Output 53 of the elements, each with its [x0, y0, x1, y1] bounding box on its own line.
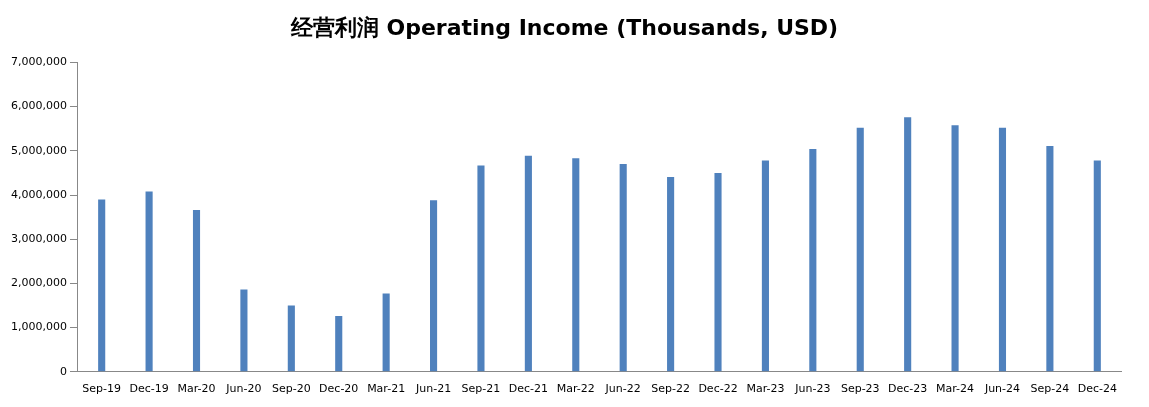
x-tick-label: Jun-24	[983, 382, 1021, 396]
y-tick-label: 5,000,000	[11, 143, 67, 157]
bar	[904, 117, 912, 372]
y-tick-label: 6,000,000	[11, 99, 67, 113]
bar	[145, 191, 153, 372]
x-tick-label: Dec-24	[1077, 382, 1117, 396]
x-tick-label: Mar-20	[177, 382, 216, 396]
x-tick-label: Mar-21	[367, 382, 406, 396]
x-tick-label: Dec-23	[888, 382, 928, 396]
y-tick-label: 4,000,000	[11, 187, 67, 201]
y-tick-label: 7,000,000	[11, 55, 67, 69]
x-tick-label: Jun-21	[414, 382, 452, 396]
bar	[667, 176, 675, 372]
bar	[98, 199, 106, 372]
x-tick-label: Sep-23	[840, 382, 880, 396]
x-tick-label: Mar-23	[746, 382, 785, 396]
x-tick-label: Sep-22	[651, 382, 690, 396]
bar	[382, 293, 390, 372]
bar	[619, 164, 627, 372]
x-tick-label: Mar-22	[556, 382, 595, 396]
x-tick-label: Jun-22	[604, 382, 641, 396]
x-tick-label: Sep-20	[271, 382, 311, 396]
x-tick-label: Jun-20	[225, 382, 262, 396]
y-tick-label: 3,000,000	[11, 232, 67, 246]
x-tick-label: Dec-19	[129, 382, 169, 396]
y-tick-label: 2,000,000	[11, 276, 67, 290]
bar	[430, 200, 438, 372]
x-tick-label: Sep-21	[461, 382, 501, 396]
y-tick-label: 1,000,000	[11, 320, 67, 334]
x-tick-label: Dec-21	[508, 382, 549, 396]
bar	[1046, 145, 1054, 372]
bar	[809, 149, 817, 372]
x-tick-label: Jun-23	[794, 382, 831, 396]
x-tick-label: Dec-22	[698, 382, 738, 396]
y-tick-label: 0	[59, 364, 67, 378]
bar	[572, 158, 580, 372]
bar	[524, 155, 532, 372]
bar	[714, 172, 722, 372]
bar	[1093, 160, 1101, 372]
bar	[287, 305, 295, 372]
x-tick-label: Sep-24	[1030, 382, 1070, 396]
x-tick-label: Sep-19	[82, 382, 122, 396]
bar	[951, 125, 959, 372]
bar	[998, 127, 1007, 372]
x-tick-label: Mar-24	[936, 382, 975, 396]
bar	[335, 316, 343, 372]
x-tick-label: Dec-20	[319, 382, 359, 396]
bar	[192, 210, 201, 372]
chart-title: 经营利润 Operating Income (Thousands, USD)	[289, 14, 839, 40]
bar	[761, 160, 769, 372]
bar	[477, 165, 485, 372]
bar	[240, 289, 248, 372]
bar	[856, 127, 864, 372]
